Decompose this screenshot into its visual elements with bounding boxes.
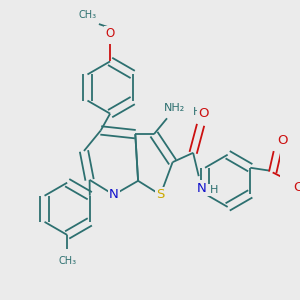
Text: O: O (198, 107, 209, 120)
Text: N: N (109, 188, 119, 201)
Text: S: S (156, 188, 165, 201)
Text: O: O (277, 134, 287, 147)
Text: H: H (209, 185, 218, 195)
Text: NH₂: NH₂ (164, 103, 185, 113)
Text: O: O (294, 181, 300, 194)
Text: CH₃: CH₃ (58, 256, 76, 266)
Text: O: O (106, 27, 115, 40)
Text: H: H (193, 107, 201, 117)
Text: CH₃: CH₃ (79, 10, 97, 20)
Text: N: N (197, 182, 206, 195)
